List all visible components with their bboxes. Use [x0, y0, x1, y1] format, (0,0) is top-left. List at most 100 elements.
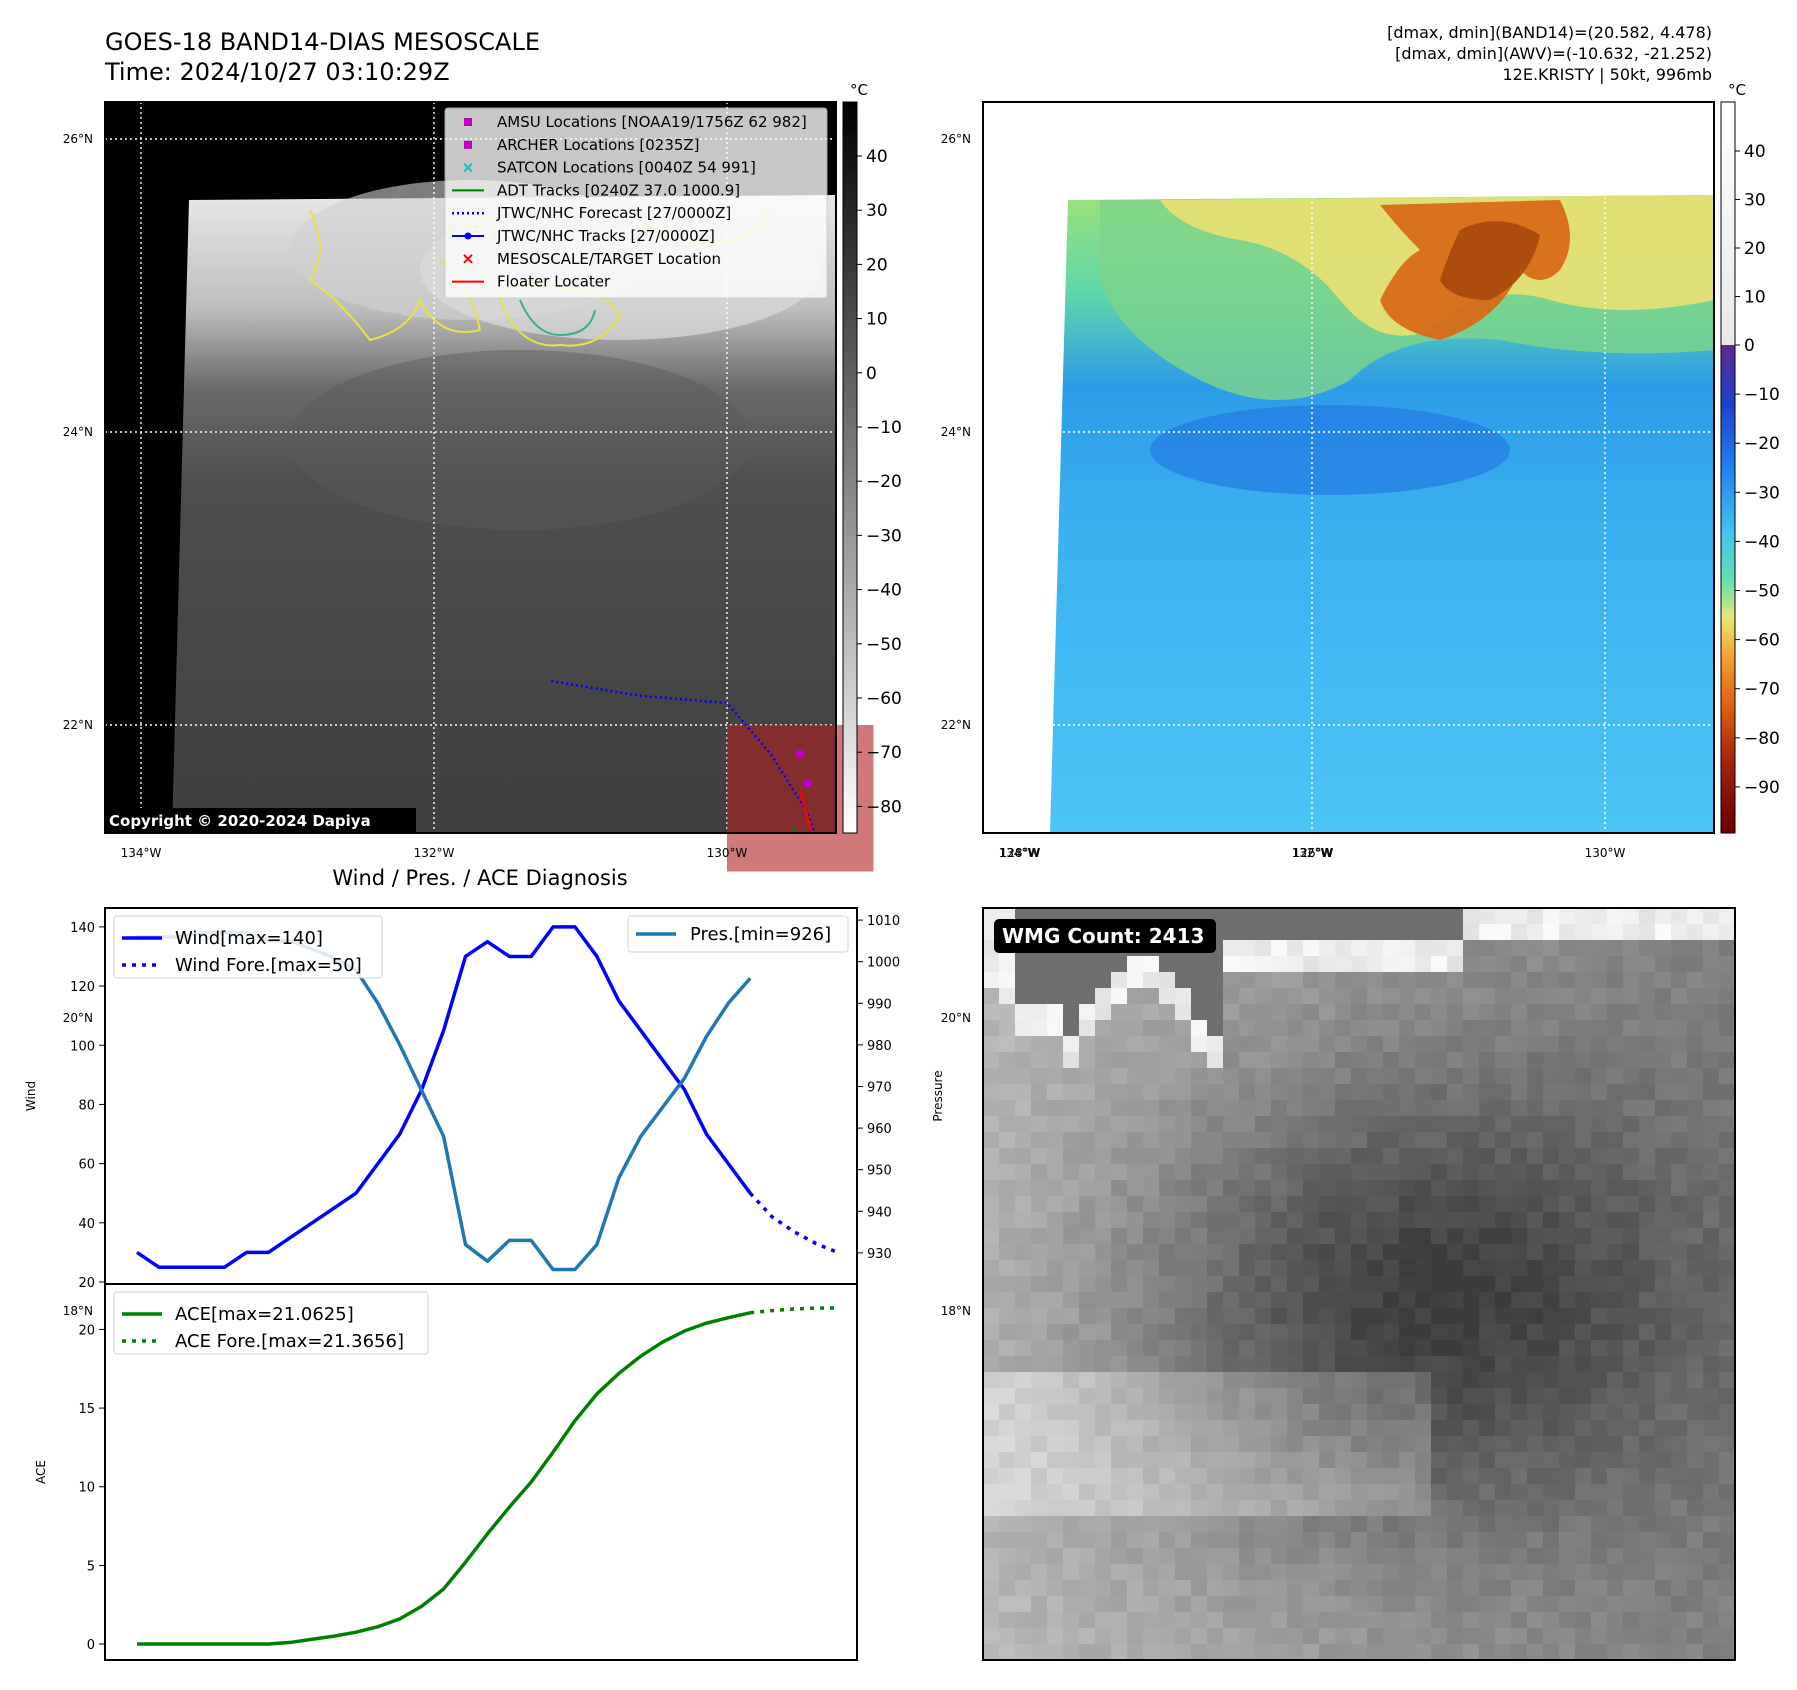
gray-cb-label: −80: [866, 797, 902, 817]
wmg-cell: [1607, 1452, 1623, 1468]
wmg-cell: [1111, 1404, 1127, 1420]
wmg-cell: [1463, 1052, 1479, 1068]
wmg-cell: [1303, 1244, 1319, 1260]
gray-colorbar-scale: [842, 101, 858, 834]
stat-line3: 12E.KRISTY | 50kt, 996mb: [1503, 65, 1713, 84]
wmg-cell: [1271, 1516, 1287, 1532]
wmg-cell: [1479, 1180, 1495, 1196]
wmg-cell: [1047, 1308, 1063, 1324]
wmg-cell: [1015, 1116, 1031, 1132]
wmg-cell: [1015, 1420, 1031, 1436]
wmg-cell: [1351, 1036, 1367, 1052]
wmg-cell: [1095, 1612, 1111, 1628]
wmg-cell: [1207, 1244, 1223, 1260]
wmg-cell: [1111, 1276, 1127, 1292]
wmg-cell: [1287, 1196, 1303, 1212]
wmg-cell: [1303, 1068, 1319, 1084]
wmg-cell: [1607, 1068, 1623, 1084]
wmg-cell: [999, 1356, 1015, 1372]
wmg-cell: [1159, 1212, 1175, 1228]
wmg-cell: [1687, 1244, 1703, 1260]
series-ace: [137, 1311, 751, 1646]
wmg-cell: [1319, 1404, 1335, 1420]
wmg-cell: [1543, 1212, 1559, 1228]
wmg-cell: [1111, 1452, 1127, 1468]
wmg-cell: [1335, 1020, 1351, 1036]
wmg-cell: [1655, 1516, 1671, 1532]
wmg-cell: [1591, 972, 1607, 988]
wmg-cell: [1159, 1308, 1175, 1324]
wmg-cell: [1607, 1052, 1623, 1068]
wmg-cell: [1319, 1468, 1335, 1484]
wmg-cell: [1703, 1340, 1719, 1356]
wmg-cell: [1415, 1436, 1431, 1452]
wmg-cell: [1095, 1500, 1111, 1516]
wmg-cell: [1719, 1372, 1735, 1388]
wmg-cell: [983, 1132, 999, 1148]
wmg-cell: [1271, 908, 1287, 924]
wmg-cell: [1575, 1212, 1591, 1228]
wmg-cell: [1255, 972, 1271, 988]
wmg-cell: [1655, 1084, 1671, 1100]
wmg-cell: [1047, 1468, 1063, 1484]
wmg-cell: [1415, 1628, 1431, 1644]
wmg-cell: [1687, 1356, 1703, 1372]
wmg-cell: [1223, 1596, 1239, 1612]
wmg-cell: [1319, 1564, 1335, 1580]
wmg-cell: [999, 1164, 1015, 1180]
wmg-cell: [1607, 1420, 1623, 1436]
wmg-cell: [1367, 1164, 1383, 1180]
wmg-cell: [1287, 1276, 1303, 1292]
wmg-cell: [1495, 1228, 1511, 1244]
wmg-cell: [1223, 1484, 1239, 1500]
wmg-cell: [1111, 1228, 1127, 1244]
wmg-cell: [1639, 1644, 1655, 1660]
wmg-cell: [1671, 1548, 1687, 1564]
wmg-cell: [1511, 1468, 1527, 1484]
wmg-cell: [1271, 1052, 1287, 1068]
wmg-cell: [1559, 1228, 1575, 1244]
wmg-cell: [1495, 1404, 1511, 1420]
wmg-cell: [1431, 1180, 1447, 1196]
wmg-cell: [1319, 1260, 1335, 1276]
wmg-cell: [1367, 1532, 1383, 1548]
wmg-cell: [1335, 1548, 1351, 1564]
wmg-cell: [1127, 1484, 1143, 1500]
wmg-cell: [1239, 1308, 1255, 1324]
wmg-cell: [1399, 1036, 1415, 1052]
wmg-cell: [1719, 1260, 1735, 1276]
wmg-cell: [1623, 1196, 1639, 1212]
wmg-cell: [1559, 924, 1575, 940]
wmg-cell: [1447, 1548, 1463, 1564]
wmg-cell: [1543, 1164, 1559, 1180]
wmg-cell: [1559, 1308, 1575, 1324]
wmg-cell: [1479, 1404, 1495, 1420]
wmg-cell: [1623, 1420, 1639, 1436]
wmg-cell: [1223, 1324, 1239, 1340]
wmg-cell: [1079, 1148, 1095, 1164]
wmg-cell: [1031, 1196, 1047, 1212]
wmg-cell: [1095, 1036, 1111, 1052]
wmg-cell: [1031, 1404, 1047, 1420]
awv-axis-labels: 26°N24°N22°N20°N18°N134°W132°W130°W128°W…: [941, 132, 1626, 1318]
wmg-cell: [1015, 1132, 1031, 1148]
wmg-cell: [983, 1116, 999, 1132]
wmg-cell: [1351, 908, 1367, 924]
wmg-count-text: WMG Count: 2413: [1002, 924, 1204, 948]
wmg-cell: [1015, 1036, 1031, 1052]
wmg-cell: [1063, 1500, 1079, 1516]
wmg-cell: [1495, 1452, 1511, 1468]
wmg-cell: [1415, 1564, 1431, 1580]
wmg-cell: [1335, 1148, 1351, 1164]
wmg-cell: [1527, 956, 1543, 972]
wmg-cell: [1671, 1484, 1687, 1500]
wmg-cell: [1687, 1628, 1703, 1644]
wmg-cell: [1527, 1052, 1543, 1068]
wmg-cell: [1447, 1484, 1463, 1500]
wmg-cell: [1239, 1420, 1255, 1436]
wmg-cell: [1223, 1644, 1239, 1660]
wmg-cell: [1543, 1324, 1559, 1340]
wmg-cell: [1351, 1196, 1367, 1212]
wmg-cell: [1671, 1324, 1687, 1340]
wmg-cell: [1719, 1308, 1735, 1324]
